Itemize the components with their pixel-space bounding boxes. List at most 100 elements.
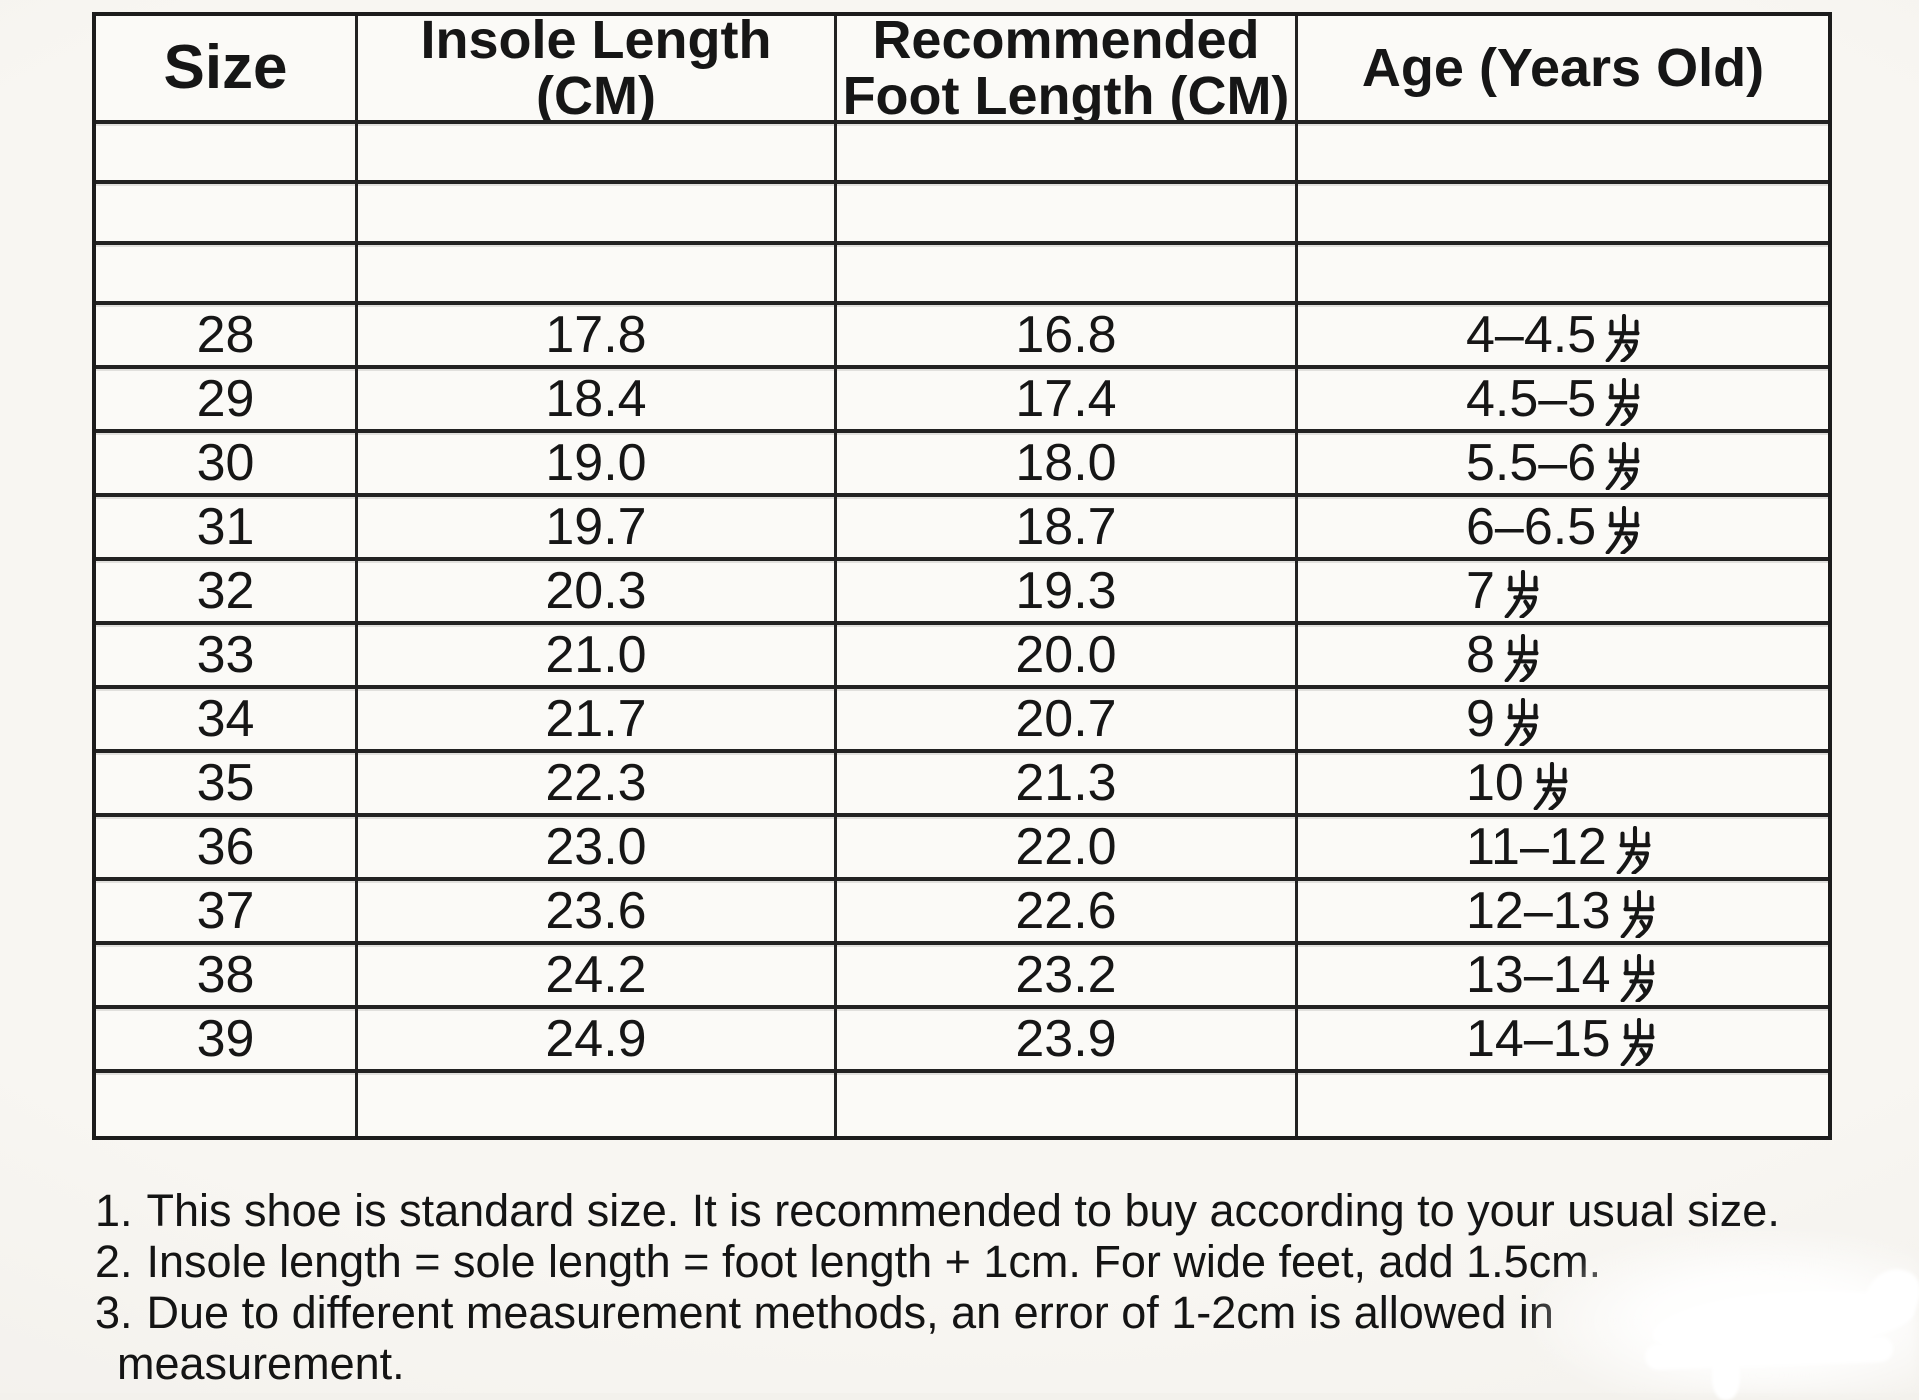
header-label-age: Age (Years Old): [1361, 38, 1765, 98]
footnote: 3. Due to different measurement methods, …: [95, 1287, 1775, 1389]
size-cell: 30: [96, 432, 358, 493]
watermark-hook: [1858, 1261, 1919, 1335]
size-cell: 28: [96, 304, 358, 365]
size-cell: 36: [96, 816, 358, 877]
sui-year-glyph-icon: [1615, 1018, 1663, 1066]
empty-cell: [358, 1072, 837, 1136]
sui-year-glyph-icon: [1600, 442, 1648, 490]
age-cell: 7: [1298, 561, 1828, 621]
sui-year-glyph-icon: [1615, 890, 1663, 938]
table-row: 37 23.6 22.6 12–13: [96, 880, 1828, 945]
insole-length-cell: 20.3: [358, 560, 837, 621]
footnote-text: Insole length = sole length = foot lengt…: [146, 1236, 1602, 1287]
footnote-number: 1.: [95, 1185, 133, 1236]
foot-length-cell: 22.0: [837, 816, 1298, 877]
sui-year-glyph-icon: [1528, 762, 1576, 810]
table-row: 31 19.7 18.7 6–6.5: [96, 496, 1828, 561]
empty-row: [96, 124, 1828, 185]
empty-cell: [1298, 184, 1828, 240]
age-value: 7: [1466, 561, 1495, 620]
table-row: 30 19.0 18.0 5.5–6: [96, 432, 1828, 497]
footnote-number: 2.: [95, 1236, 133, 1287]
empty-cell: [96, 184, 358, 241]
table-row: 32 20.3 19.3 7: [96, 560, 1828, 625]
size-cell: 33: [96, 624, 358, 685]
table-row: 29 18.4 17.4 4.5–5: [96, 368, 1828, 433]
footnote: 1. This shoe is standard size. It is reco…: [95, 1185, 1835, 1236]
age-value: 8: [1466, 625, 1495, 684]
foot-length-cell: 16.8: [837, 304, 1298, 365]
insole-length-cell: 21.7: [358, 688, 837, 749]
empty-cell: [96, 1072, 358, 1136]
age-cell: 4–4.5: [1298, 305, 1828, 365]
empty-row: [96, 184, 1828, 245]
age-cell: 14–15: [1298, 1009, 1828, 1069]
insole-length-cell: 19.7: [358, 496, 837, 557]
age-cell: 5.5–6: [1298, 433, 1828, 493]
insole-length-cell: 23.0: [358, 816, 837, 877]
age-cell: 6–6.5: [1298, 497, 1828, 557]
size-cell: 35: [96, 752, 358, 813]
header-cell-insole-length: Insole Length (CM): [358, 16, 837, 120]
header-label-foot-length: Recommended Foot Length (CM): [842, 16, 1290, 120]
insole-length-cell: 17.8: [358, 304, 837, 365]
foot-length-cell: 20.7: [837, 688, 1298, 749]
table-row: 39 24.9 23.9 14–15: [96, 1008, 1828, 1073]
insole-length-cell: 18.4: [358, 368, 837, 429]
foot-length-cell: 18.7: [837, 496, 1298, 557]
empty-cell: [837, 184, 1298, 241]
age-value: 10: [1466, 753, 1524, 812]
sui-year-glyph-icon: [1600, 506, 1648, 554]
empty-cell: [1298, 245, 1828, 301]
table-row: 28 17.8 16.8 4–4.5: [96, 304, 1828, 369]
table-row: 35 22.3 21.3 10: [96, 752, 1828, 817]
empty-cell: [96, 244, 358, 301]
insole-length-cell: 23.6: [358, 880, 837, 941]
empty-cell: [358, 124, 837, 181]
age-cell: 12–13: [1298, 881, 1828, 941]
size-cell: 34: [96, 688, 358, 749]
size-cell: 39: [96, 1008, 358, 1069]
size-cell: 38: [96, 944, 358, 1005]
header-label-insole-length: Insole Length (CM): [420, 16, 772, 120]
footnote-number: 3.: [95, 1287, 133, 1338]
age-value: 14–15: [1466, 1009, 1611, 1068]
size-cell: 29: [96, 368, 358, 429]
empty-row: [96, 244, 1828, 305]
foot-length-cell: 19.3: [837, 560, 1298, 621]
header-label-size: Size: [163, 33, 288, 102]
age-cell: 10: [1298, 753, 1828, 813]
age-value: 13–14: [1466, 945, 1611, 1004]
sui-year-glyph-icon: [1499, 570, 1547, 618]
age-value: 4.5–5: [1466, 369, 1597, 428]
table-row: 34 21.7 20.7 9: [96, 688, 1828, 753]
insole-length-cell: 24.9: [358, 1008, 837, 1069]
sui-year-glyph-icon: [1615, 954, 1663, 1002]
footnote-text: This shoe is standard size. It is recomm…: [146, 1185, 1780, 1236]
table-row: 33 21.0 20.0 8: [96, 624, 1828, 689]
size-chart-table: Size Insole Length (CM) Recommended Foot…: [92, 12, 1832, 1140]
empty-cell: [358, 184, 837, 241]
size-cell: 32: [96, 560, 358, 621]
age-cell: 8: [1298, 625, 1828, 685]
sui-year-glyph-icon: [1499, 634, 1547, 682]
age-value: 9: [1466, 689, 1495, 748]
sui-year-glyph-icon: [1499, 698, 1547, 746]
foot-length-cell: 21.3: [837, 752, 1298, 813]
age-cell: 13–14: [1298, 945, 1828, 1005]
empty-cell: [1298, 1073, 1828, 1136]
empty-cell: [358, 244, 837, 301]
foot-length-cell: 23.2: [837, 944, 1298, 1005]
size-cell: 31: [96, 496, 358, 557]
table-header-row: Size Insole Length (CM) Recommended Foot…: [96, 16, 1828, 124]
header-cell-age: Age (Years Old): [1298, 16, 1828, 120]
sui-year-glyph-icon: [1611, 826, 1659, 874]
foot-length-cell: 18.0: [837, 432, 1298, 493]
footnotes: 1. This shoe is standard size. It is reco…: [95, 1185, 1835, 1389]
foot-length-cell: 22.6: [837, 880, 1298, 941]
empty-row: [96, 1072, 1828, 1136]
age-value: 5.5–6: [1466, 433, 1597, 492]
age-value: 6–6.5: [1466, 497, 1597, 556]
footnote-text: Due to different measurement methods, an…: [117, 1287, 1554, 1389]
